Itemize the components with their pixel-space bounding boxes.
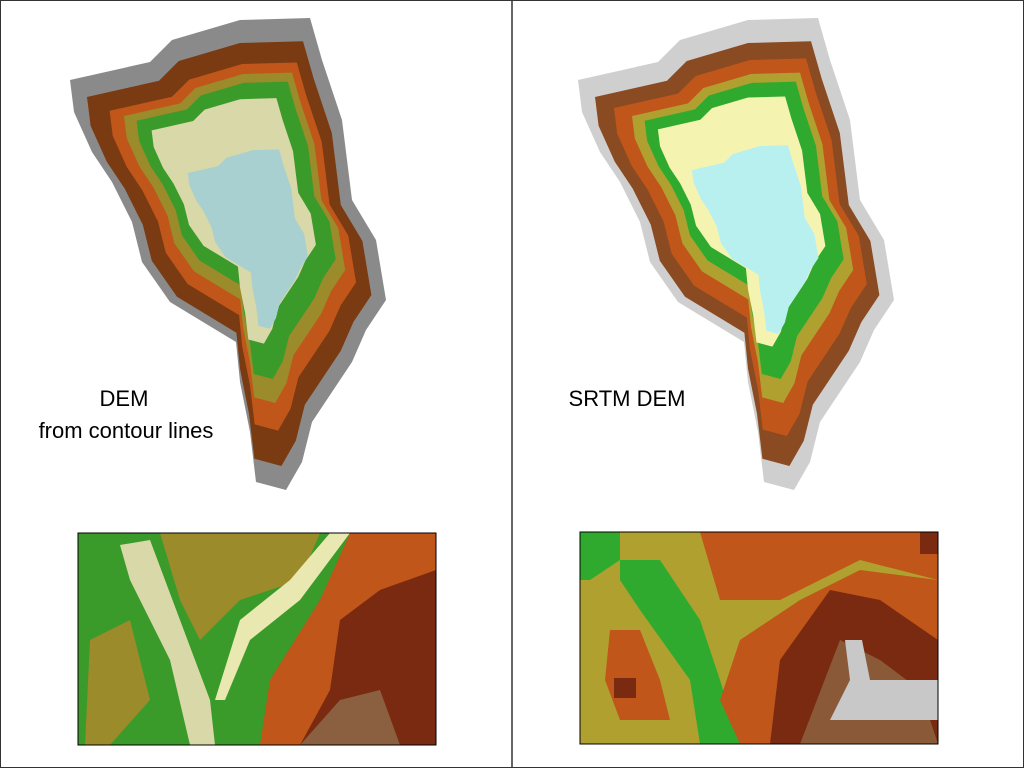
caption: from contour lines	[39, 418, 214, 443]
dem-contour-inset	[77, 532, 437, 746]
srtm-dem-inset	[579, 531, 939, 745]
caption: SRTM DEM	[569, 386, 686, 411]
caption: DEM	[100, 386, 149, 411]
